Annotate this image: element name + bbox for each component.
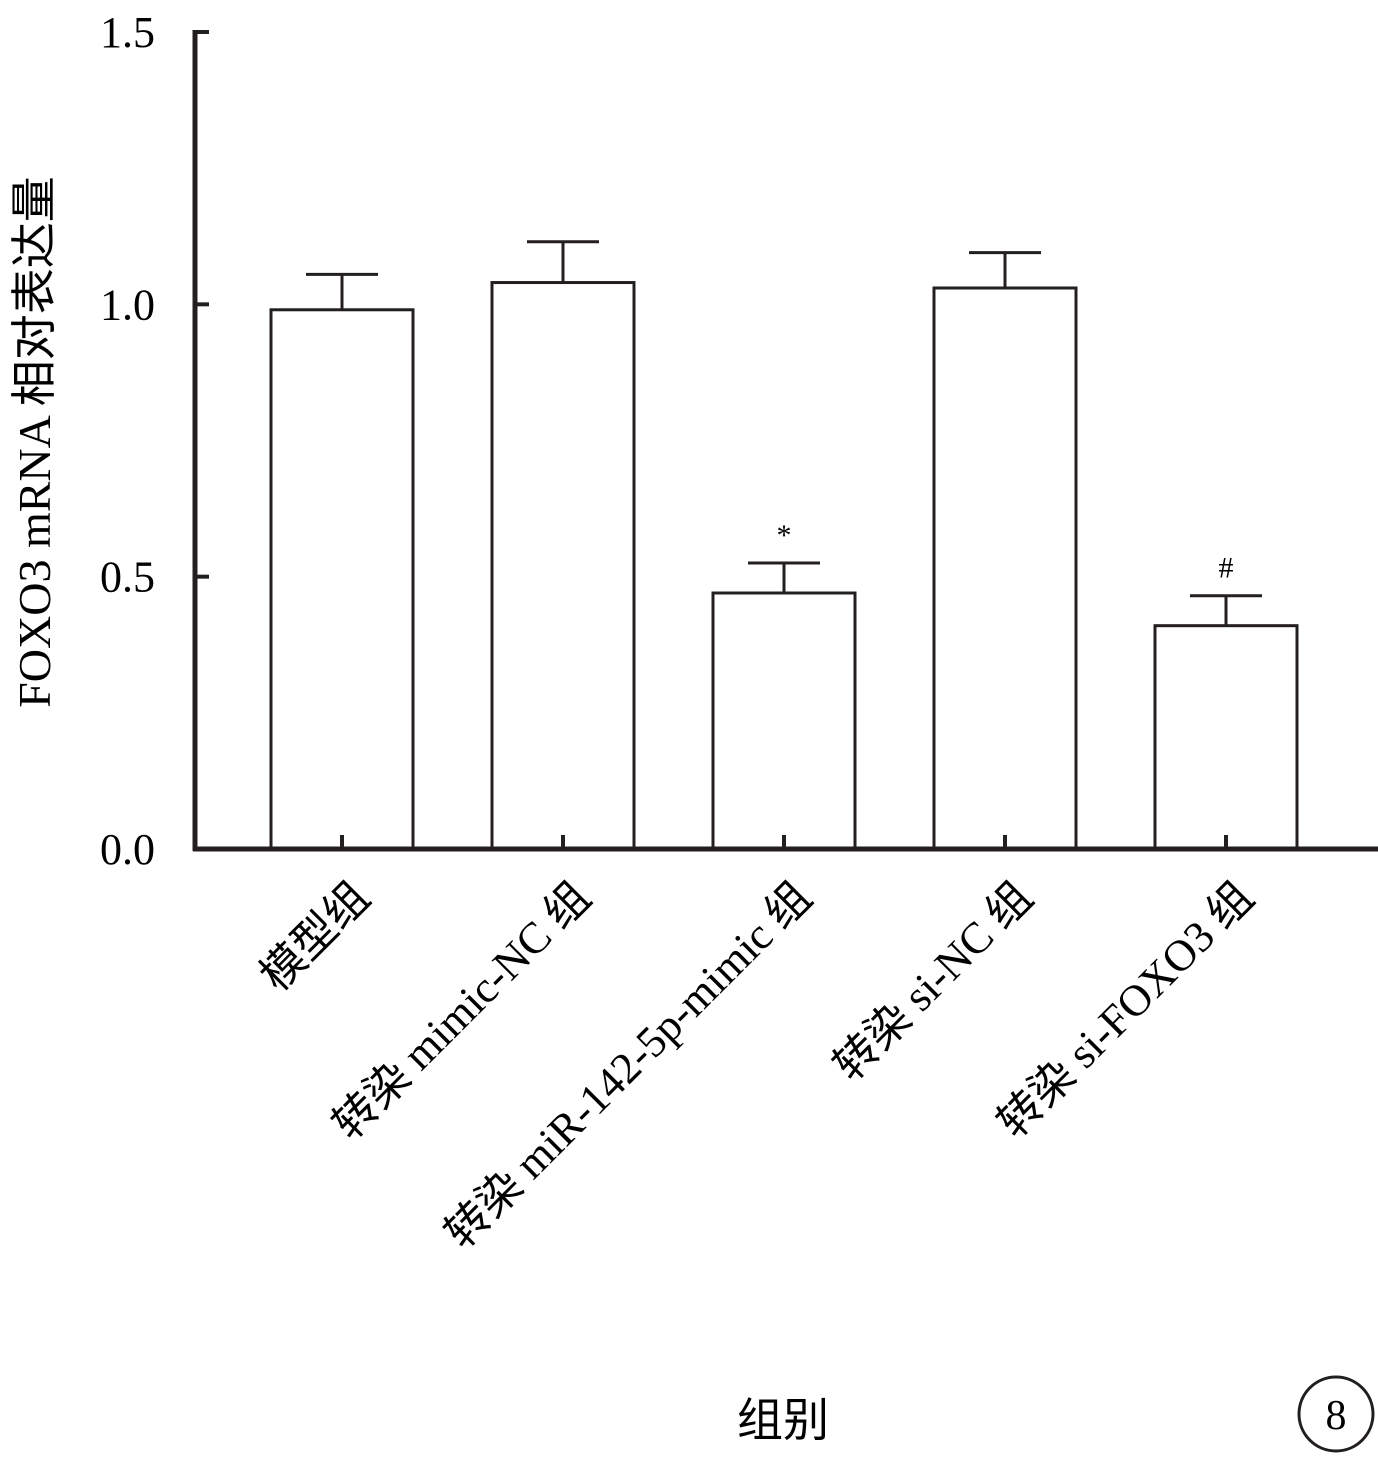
- category-label-1: 模型组: [251, 872, 379, 1000]
- panel-number-circle: [1297, 1375, 1375, 1453]
- y-tick-label-2: 1.0: [100, 280, 155, 329]
- y-tick-label-3: 1.5: [100, 8, 155, 57]
- annotations-group: *#: [777, 519, 1234, 585]
- error-bars-group: [306, 240, 1262, 626]
- y-ticks-group: 0.0 0.5 1.0 1.5: [100, 8, 209, 874]
- bar-4: [932, 286, 1078, 851]
- bar-3: [711, 591, 857, 851]
- bar-5: [1153, 624, 1299, 851]
- x-ticks-group: [340, 835, 1228, 849]
- category-label-3: 转染 miR-142-5p-mimic 组: [436, 872, 822, 1258]
- bar-2: [490, 281, 636, 851]
- significance-mark-5: #: [1219, 552, 1234, 585]
- y-tick-label-1: 0.5: [100, 553, 155, 602]
- x-axis-title: 组别: [737, 1395, 829, 1446]
- panel-number: 8: [1326, 1393, 1347, 1439]
- y-tick-label-0: 0.0: [100, 825, 155, 874]
- bar-1: [269, 308, 415, 851]
- y-axis-title: FOXO3 mRNA 相对表达量: [9, 176, 60, 708]
- category-labels-group: 模型组转染 mimic-NC 组转染 miR-142-5p-mimic 组转染 …: [251, 872, 1263, 1258]
- significance-mark-3: *: [777, 519, 792, 552]
- category-label-4: 转染 si-NC 组: [824, 872, 1042, 1090]
